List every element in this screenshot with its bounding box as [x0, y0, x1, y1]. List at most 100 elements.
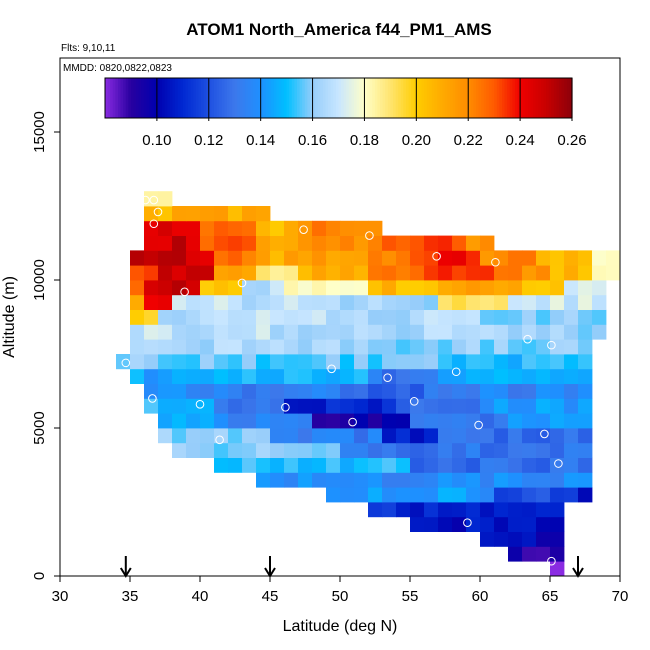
- colorbar-segment: [289, 78, 293, 118]
- colorbar-segment: [265, 78, 270, 118]
- heatmap-cell: [298, 235, 313, 251]
- heatmap-cell: [256, 235, 271, 251]
- heatmap-cell: [410, 265, 425, 281]
- colorbar-segment: [255, 78, 259, 118]
- colorbar-segment: [250, 78, 254, 118]
- heatmap-cell: [410, 398, 425, 414]
- y-tick-label: 0: [31, 572, 48, 580]
- flight-arrows: [119, 556, 584, 578]
- colorbar-segment: [457, 78, 462, 118]
- heatmap-cell: [214, 220, 229, 236]
- colorbar-segment: [105, 78, 109, 118]
- heatmap-cell: [494, 250, 509, 266]
- heatmap-cell: [214, 250, 229, 266]
- x-tick-label: 60: [472, 588, 489, 605]
- colorbar-segment: [478, 78, 482, 118]
- colorbar-segment: [525, 78, 529, 118]
- heatmap-cell: [298, 280, 313, 296]
- heatmap-cell: [340, 457, 355, 473]
- heatmap-cell: [592, 324, 607, 340]
- heatmap-cell: [368, 442, 383, 458]
- heatmap-cell: [270, 280, 285, 296]
- heatmap-cell: [200, 324, 215, 340]
- heatmap-cell: [494, 428, 509, 444]
- heatmap-cell: [298, 354, 313, 370]
- heatmap-cell: [186, 339, 201, 355]
- heatmap-cell: [130, 324, 145, 340]
- heatmap-cell: [186, 383, 201, 399]
- heatmap-cell: [550, 413, 565, 429]
- heatmap-cell: [564, 457, 579, 473]
- colorbar-segment: [232, 78, 236, 118]
- heatmap-cell: [382, 235, 397, 251]
- heatmap-cell: [298, 413, 313, 429]
- heatmap-cell: [480, 383, 495, 399]
- heatmap-cell: [284, 294, 299, 310]
- colorbar-segment: [330, 78, 334, 118]
- heatmap-cell: [284, 250, 299, 266]
- heatmap-cell: [228, 235, 243, 251]
- heatmap-cell: [564, 280, 579, 296]
- heatmap-cell: [424, 487, 439, 503]
- heatmap-cell: [382, 487, 397, 503]
- sample-point: [348, 417, 357, 427]
- colorbar-segment: [328, 78, 332, 118]
- colorbar-segment: [413, 78, 417, 118]
- heatmap-cell: [228, 324, 243, 340]
- colorbar-segment: [408, 78, 412, 118]
- heatmap-cell: [578, 324, 593, 340]
- heatmap-cell: [522, 413, 537, 429]
- heatmap-cell: [522, 383, 537, 399]
- heatmap-cell: [494, 309, 509, 325]
- colorbar-segment: [418, 78, 423, 118]
- heatmap-cell: [494, 368, 509, 384]
- heatmap-cell: [522, 428, 537, 444]
- heatmap-cell: [480, 294, 495, 310]
- heatmap-cell: [424, 250, 439, 266]
- heatmap-cell: [368, 398, 383, 414]
- heatmap-cell: [396, 250, 411, 266]
- heatmap-cell: [536, 398, 551, 414]
- colorbar-segment: [395, 78, 399, 118]
- heatmap-cell: [578, 368, 593, 384]
- heatmap-cell: [242, 265, 257, 281]
- heatmap-cell: [494, 516, 509, 532]
- heatmap-cell: [438, 280, 453, 296]
- heatmap-cell: [592, 294, 607, 310]
- heatmap-cell: [452, 472, 467, 488]
- colorbar-segment: [221, 78, 225, 118]
- heatmap-cell: [550, 309, 565, 325]
- heatmap-cell: [438, 413, 453, 429]
- heatmap-cell: [144, 265, 159, 281]
- heatmap-cell: [326, 472, 341, 488]
- heatmap-cell: [480, 280, 495, 296]
- sample-point: [149, 219, 159, 229]
- heatmap-cell: [452, 487, 467, 503]
- colorbar-segment: [117, 78, 122, 118]
- heatmap-cell: [578, 398, 593, 414]
- heatmap-cell: [284, 220, 299, 236]
- heatmap-cell: [466, 368, 481, 384]
- heatmap-cell: [410, 354, 425, 370]
- x-tick-label: 40: [192, 588, 209, 605]
- heatmap-cell: [522, 487, 537, 503]
- heatmap-cell: [550, 398, 565, 414]
- heatmap-cell: [550, 561, 565, 577]
- heatmap-cell: [172, 398, 187, 414]
- sample-point: [153, 207, 163, 217]
- heatmap-cell: [452, 235, 467, 251]
- colorbar-segment: [390, 78, 394, 118]
- heatmap-cell: [550, 354, 565, 370]
- heatmap-cell: [326, 235, 341, 251]
- heatmap-cell: [396, 472, 411, 488]
- heatmap-cell: [214, 368, 229, 384]
- heatmap-cell: [228, 457, 243, 473]
- heatmap-cell: [312, 457, 327, 473]
- heatmap-cell: [312, 368, 327, 384]
- colorbar-segment: [387, 78, 391, 118]
- colorbar-segment: [164, 78, 168, 118]
- heatmap-cell: [578, 309, 593, 325]
- x-tick-label: 65: [542, 588, 559, 605]
- heatmap-cell: [172, 368, 187, 384]
- heatmap-cell: [382, 472, 397, 488]
